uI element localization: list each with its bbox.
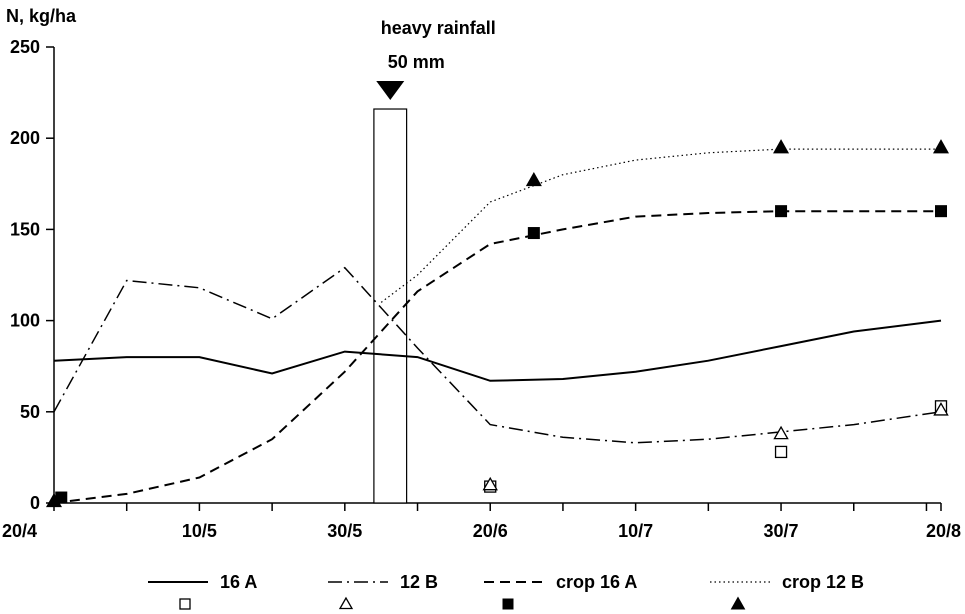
rainfall-arrow-icon [376, 81, 405, 100]
data-point-4 [45, 493, 63, 508]
y-tick-label: 200 [10, 128, 40, 148]
data-point-4 [932, 139, 950, 154]
x-tick-label: 30/7 [764, 521, 799, 541]
data-point-3 [527, 227, 540, 240]
data-point-4 [773, 139, 790, 154]
x-ticks: 20/4 10/5 30/5 20/6 10/7 30/7 20/8 [2, 503, 961, 541]
y-tick-label: 100 [10, 311, 40, 331]
data-point-1 [774, 445, 788, 459]
y-tick-label: 150 [10, 219, 40, 239]
legend: 16 A 12 B crop 16 A crop 12 B [148, 572, 864, 610]
data-point-3 [935, 205, 947, 218]
x-tick-label: 20/6 [473, 521, 508, 541]
y-tick-label: 0 [30, 493, 40, 513]
data-point-2 [933, 402, 949, 416]
legend-marker-1 [179, 598, 191, 610]
y-tick-label: 250 [10, 37, 40, 57]
y-ticks: 0 50 100 150 200 250 [10, 37, 54, 513]
legend-marker-2 [338, 596, 354, 610]
x-tick-label: 20/4 [2, 521, 37, 541]
rainfall-annotation: heavy rainfall 50 mm [373, 18, 496, 504]
series-line-2 [53, 266, 942, 444]
x-tick-label: 30/5 [327, 521, 362, 541]
legend-label-1: 16 A [220, 572, 257, 592]
data-point-2 [482, 476, 498, 491]
x-tick-label: 10/5 [182, 521, 217, 541]
rainfall-amount-label: 50 mm [388, 52, 445, 72]
data-point-4 [525, 171, 542, 187]
series-lines [53, 148, 942, 504]
legend-marker-4 [730, 596, 746, 610]
series-line-4 [380, 148, 941, 303]
series-points [45, 139, 950, 508]
x-tick-label: 20/8 [926, 521, 961, 541]
axes [53, 47, 941, 504]
x-tick-label: 10/7 [618, 521, 653, 541]
legend-marker-3 [502, 598, 514, 610]
legend-label-3: crop 16 A [556, 572, 637, 592]
y-axis-label: N, kg/ha [6, 6, 77, 26]
data-point-3 [775, 205, 788, 218]
legend-label-4: crop 12 B [782, 572, 864, 592]
series-line-1 [53, 319, 942, 382]
y-tick-label: 50 [20, 402, 40, 422]
rainfall-label: heavy rainfall [381, 18, 496, 38]
legend-label-2: 12 B [400, 572, 438, 592]
data-point-2 [773, 425, 789, 440]
